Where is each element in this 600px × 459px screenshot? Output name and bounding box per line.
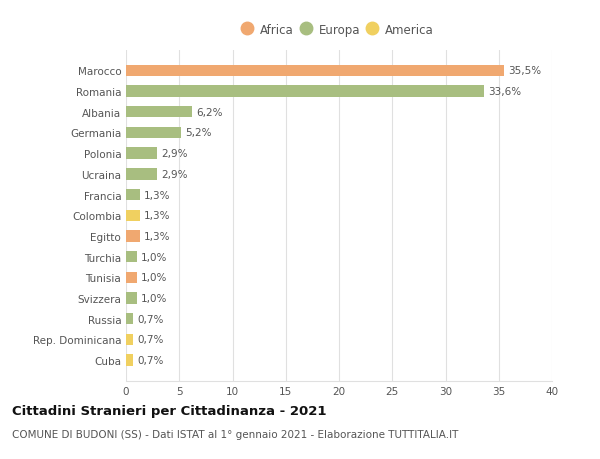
Text: 1,3%: 1,3% bbox=[144, 190, 170, 200]
Text: COMUNE DI BUDONI (SS) - Dati ISTAT al 1° gennaio 2021 - Elaborazione TUTTITALIA.: COMUNE DI BUDONI (SS) - Dati ISTAT al 1°… bbox=[12, 429, 458, 439]
Text: 35,5%: 35,5% bbox=[508, 66, 541, 76]
Bar bbox=[126, 313, 133, 325]
Bar bbox=[126, 128, 181, 139]
Bar bbox=[126, 169, 157, 180]
Bar bbox=[126, 272, 137, 283]
Text: Cittadini Stranieri per Cittadinanza - 2021: Cittadini Stranieri per Cittadinanza - 2… bbox=[12, 404, 326, 417]
Text: 6,2%: 6,2% bbox=[196, 107, 223, 118]
Text: 1,3%: 1,3% bbox=[144, 211, 170, 221]
Bar bbox=[126, 190, 140, 201]
Text: 1,0%: 1,0% bbox=[141, 273, 167, 283]
Text: 33,6%: 33,6% bbox=[488, 87, 521, 97]
Text: 0,7%: 0,7% bbox=[138, 355, 164, 365]
Text: 2,9%: 2,9% bbox=[161, 169, 188, 179]
Bar bbox=[126, 148, 157, 159]
Text: 1,0%: 1,0% bbox=[141, 252, 167, 262]
Text: 0,7%: 0,7% bbox=[138, 314, 164, 324]
Bar bbox=[126, 231, 140, 242]
Bar bbox=[126, 66, 504, 77]
Bar bbox=[126, 107, 192, 118]
Text: 2,9%: 2,9% bbox=[161, 149, 188, 159]
Bar bbox=[126, 252, 137, 263]
Bar bbox=[126, 355, 133, 366]
Text: 1,0%: 1,0% bbox=[141, 293, 167, 303]
Bar bbox=[126, 334, 133, 345]
Text: 0,7%: 0,7% bbox=[138, 335, 164, 345]
Text: 5,2%: 5,2% bbox=[185, 128, 212, 138]
Text: 1,3%: 1,3% bbox=[144, 231, 170, 241]
Bar bbox=[126, 293, 137, 304]
Bar bbox=[126, 86, 484, 97]
Bar bbox=[126, 210, 140, 221]
Legend: Africa, Europa, America: Africa, Europa, America bbox=[241, 20, 437, 40]
